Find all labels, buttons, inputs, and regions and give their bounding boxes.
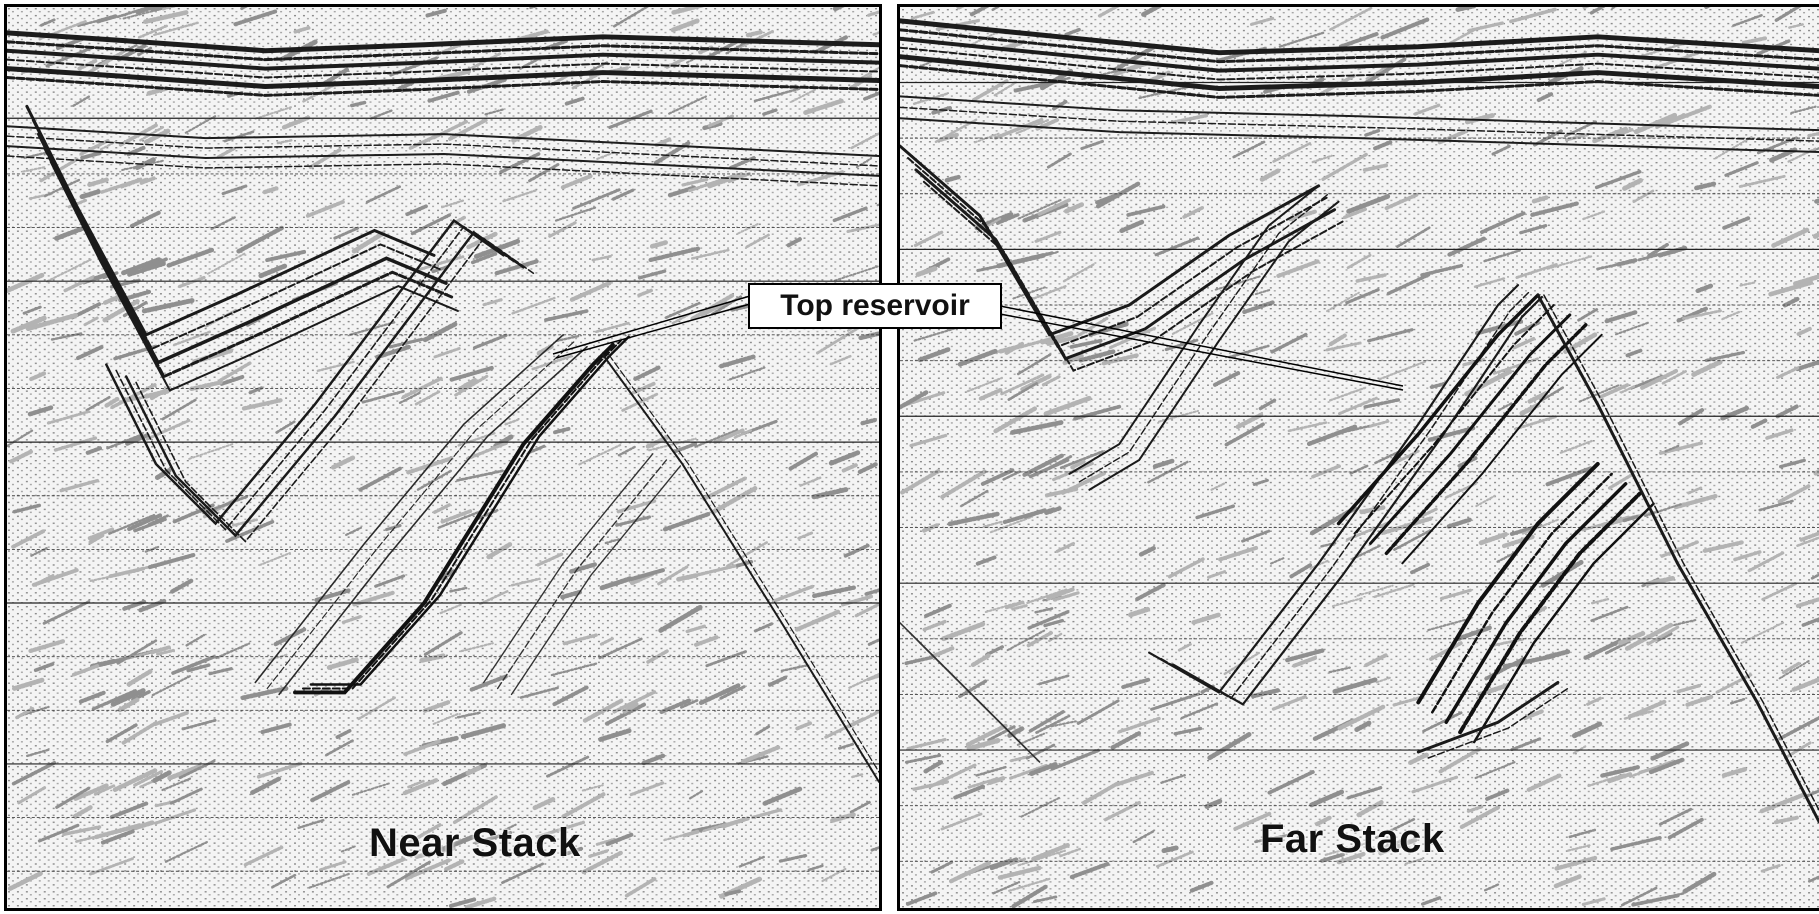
reflector xyxy=(900,106,1819,142)
reflector xyxy=(7,145,879,177)
reflector xyxy=(266,340,576,690)
reflector xyxy=(900,64,1819,99)
reflector xyxy=(496,459,668,690)
reflector xyxy=(900,54,1819,91)
reflector xyxy=(7,48,879,71)
reflector xyxy=(1427,687,1569,759)
far-stack-seismic-section xyxy=(900,7,1819,908)
reflector xyxy=(1401,333,1603,565)
reflector xyxy=(1336,293,1540,526)
reflector xyxy=(254,334,564,684)
reflector xyxy=(25,104,436,337)
reflector xyxy=(1444,482,1628,724)
reflector xyxy=(1416,681,1560,754)
reflector xyxy=(900,117,1819,154)
reflector xyxy=(919,641,1041,763)
reflector xyxy=(105,218,505,526)
reflector xyxy=(510,465,682,696)
reflector xyxy=(900,95,1819,132)
reflector xyxy=(1172,295,1544,706)
reflector xyxy=(1353,304,1555,535)
reflector xyxy=(293,342,615,695)
reflector xyxy=(7,40,879,62)
reflector xyxy=(1458,491,1642,735)
reflector xyxy=(1543,294,1819,812)
reflector xyxy=(7,155,879,187)
reflector xyxy=(7,76,879,97)
far-stack-panel: Far Stack xyxy=(897,4,1819,911)
reflector xyxy=(1431,472,1613,714)
reflector xyxy=(483,453,654,684)
near-stack-seismic-section xyxy=(7,7,879,908)
reflector xyxy=(115,225,515,531)
reflector xyxy=(7,30,879,54)
top-reservoir-callout: Top reservoir xyxy=(748,283,1002,329)
reflector xyxy=(608,354,879,774)
reflector xyxy=(1536,293,1819,824)
reflector xyxy=(1368,313,1572,545)
near-stack-panel: Near Stack xyxy=(4,4,882,911)
far-stack-label: Far Stack xyxy=(1260,817,1445,861)
reflector xyxy=(900,46,1819,81)
reflector xyxy=(1472,502,1655,744)
reflector xyxy=(900,18,1819,56)
reflector xyxy=(1416,461,1600,705)
reflector xyxy=(601,353,879,783)
reflector xyxy=(7,135,879,167)
reflector xyxy=(7,125,879,158)
near-stack-label: Near Stack xyxy=(369,821,581,865)
reflector xyxy=(900,28,1819,64)
reflector xyxy=(124,230,525,538)
reflector xyxy=(900,36,1819,73)
reflector xyxy=(7,66,879,89)
reflector xyxy=(135,237,535,543)
reflector xyxy=(278,345,588,696)
reflector xyxy=(49,160,459,392)
reflector xyxy=(7,58,879,79)
